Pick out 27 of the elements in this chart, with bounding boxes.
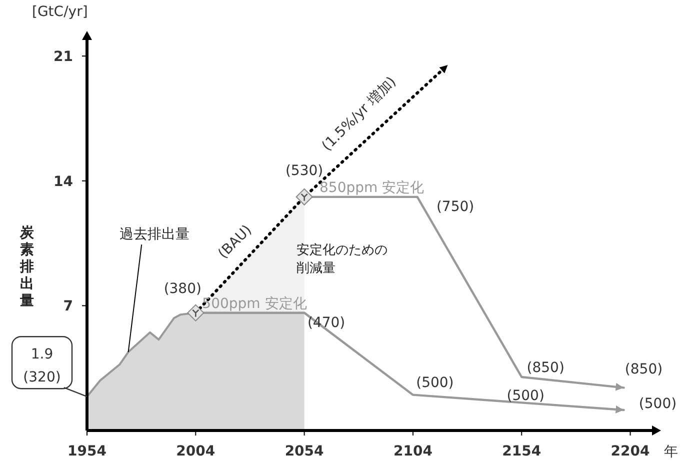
text: 過去排出量 [120, 226, 190, 243]
x-tick-label: 2204 [610, 444, 650, 460]
annotation: (500) [638, 396, 677, 412]
annotation: (500) [506, 388, 544, 404]
y-axis-title: 炭素排出量 [20, 225, 35, 310]
annotation: (500) [416, 374, 454, 391]
text: 1.9 [30, 346, 54, 363]
annotation: (850) [526, 360, 564, 376]
x-axis-title: 年 [664, 442, 678, 460]
text: (320) [23, 370, 61, 386]
annotation: (530) [285, 162, 324, 179]
series-label: 850ppm 安定化 [320, 180, 424, 196]
text: [GtC/yr] [32, 4, 88, 20]
y-tick-label: 7 [63, 298, 73, 315]
annotation: (380) [164, 280, 202, 297]
x-tick-label: 1954 [68, 444, 107, 460]
annotation: (470) [307, 314, 346, 331]
x-tick-label: 2054 [284, 444, 324, 460]
annotation: 安定化のための削減量 [296, 242, 388, 278]
y-tick-label: 14 [54, 174, 74, 190]
x-tick-label: 2104 [393, 444, 433, 460]
series-label: 500ppm 安定化 [202, 296, 307, 312]
y-tick-label: 21 [54, 49, 73, 66]
annotation: (850) [624, 362, 663, 378]
annotation: (750) [436, 198, 474, 215]
x-tick-label: 2004 [176, 444, 216, 460]
x-tick-label: 2154 [502, 444, 542, 460]
